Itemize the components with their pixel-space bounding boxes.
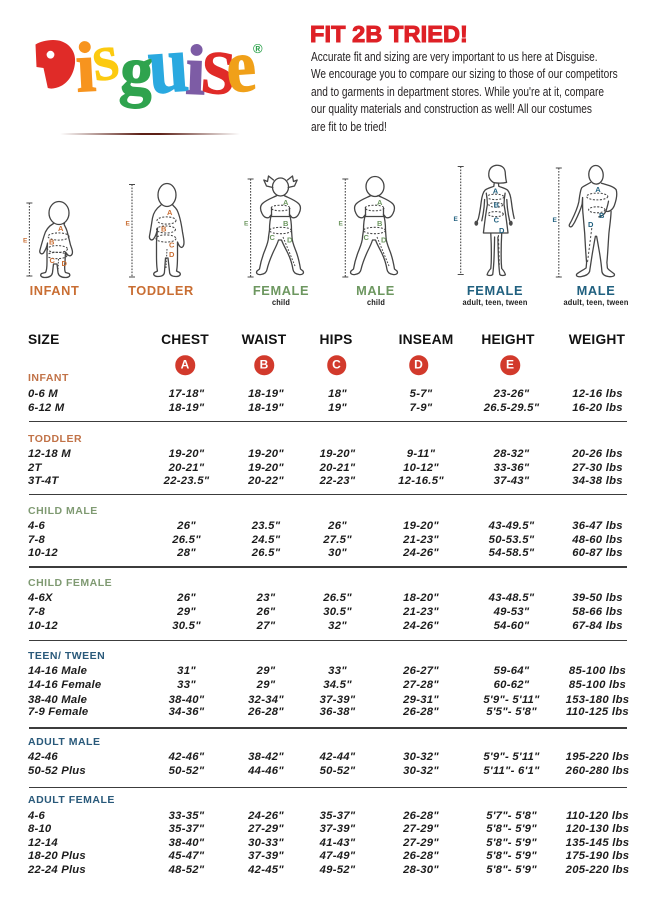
svg-text:A: A (283, 198, 289, 207)
svg-text:S: S (199, 39, 238, 108)
svg-text:D: D (287, 236, 293, 245)
svg-text:C: C (494, 216, 500, 225)
svg-text:A: A (58, 224, 64, 233)
svg-text:®: ® (253, 41, 263, 56)
svg-text:D: D (499, 226, 505, 235)
svg-text:B: B (283, 219, 289, 228)
svg-text:B: B (494, 200, 500, 209)
svg-text:C: C (50, 256, 56, 265)
svg-text:B: B (49, 238, 55, 247)
svg-text:C: C (364, 233, 370, 242)
svg-text:E: E (454, 216, 459, 223)
svg-text:g: g (118, 36, 156, 110)
svg-text:D: D (169, 250, 175, 259)
svg-text:B: B (377, 219, 383, 228)
svg-text:u: u (145, 36, 191, 110)
svg-text:E: E (553, 217, 558, 224)
svg-text:D: D (62, 259, 68, 268)
svg-text:B: B (161, 225, 167, 234)
svg-text:i: i (184, 36, 206, 110)
svg-text:D: D (381, 236, 387, 245)
svg-text:E: E (339, 221, 344, 228)
svg-text:C: C (169, 241, 175, 250)
svg-text:e: e (223, 36, 258, 109)
svg-text:A: A (167, 208, 173, 217)
svg-text:A: A (493, 186, 499, 195)
svg-text:A: A (377, 198, 383, 207)
svg-text:E: E (23, 238, 28, 245)
svg-text:E: E (244, 221, 249, 228)
svg-text:D: D (588, 220, 594, 229)
svg-text:B: B (599, 211, 605, 220)
svg-text:i: i (74, 36, 98, 107)
svg-text:C: C (270, 233, 276, 242)
svg-text:E: E (126, 221, 131, 228)
svg-text:A: A (595, 185, 601, 194)
